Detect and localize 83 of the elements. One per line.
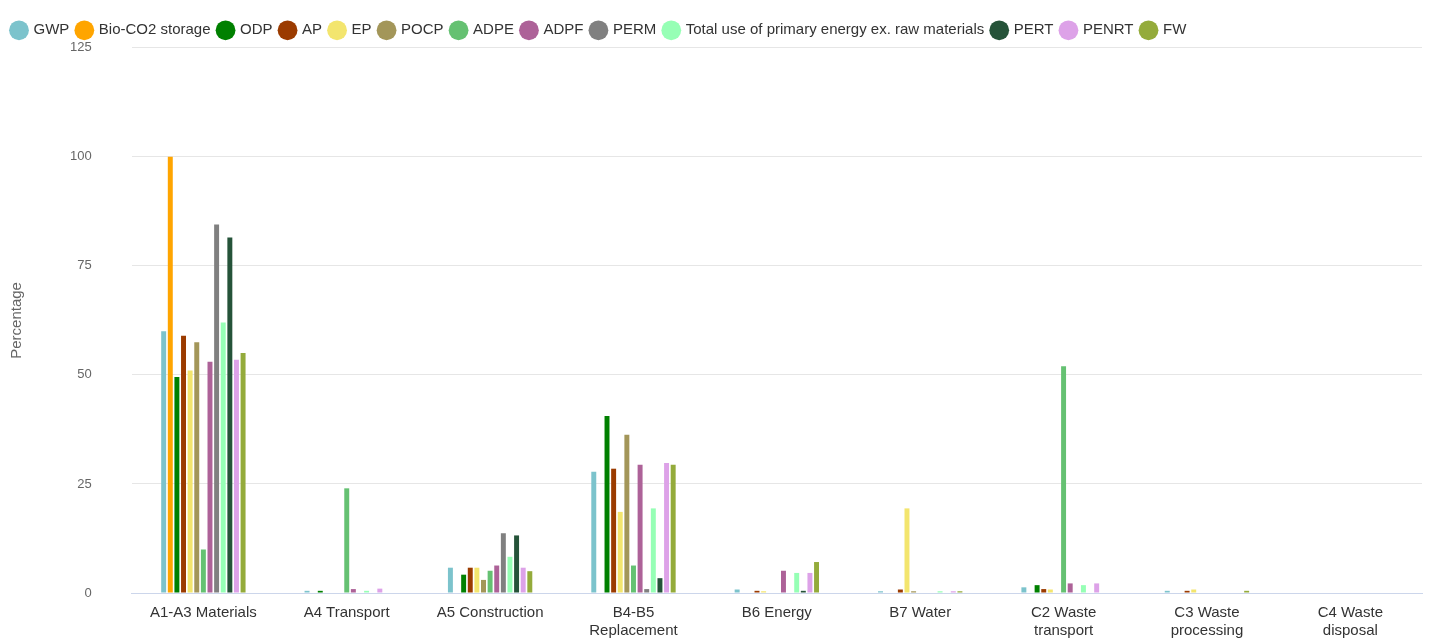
legend-label: PENRT bbox=[1082, 20, 1134, 38]
bar bbox=[461, 574, 467, 593]
bar bbox=[227, 237, 233, 593]
bar bbox=[644, 589, 650, 593]
bar bbox=[657, 578, 663, 593]
bar bbox=[174, 377, 180, 593]
bar bbox=[617, 511, 623, 593]
bar bbox=[233, 359, 239, 593]
bar bbox=[794, 572, 800, 593]
x-tick-label: A5 Construction bbox=[436, 603, 544, 621]
bar bbox=[494, 565, 500, 593]
legend-label: ADPF bbox=[543, 20, 584, 38]
bar bbox=[220, 322, 226, 593]
x-tick-label: A4 Transport bbox=[303, 603, 391, 621]
bar bbox=[467, 567, 473, 593]
legend-label: FW bbox=[1163, 20, 1188, 38]
x-tick-label: C4 Waste disposal bbox=[1317, 603, 1383, 639]
bar bbox=[1061, 366, 1067, 593]
bar bbox=[514, 535, 520, 593]
legend-label: ODP bbox=[240, 20, 273, 38]
bar bbox=[591, 471, 597, 593]
bar bbox=[350, 589, 356, 593]
y-tick-label: 50 bbox=[77, 366, 92, 382]
bar bbox=[664, 463, 670, 593]
legend-label: EP bbox=[351, 20, 372, 38]
bar bbox=[904, 508, 910, 593]
bar bbox=[1041, 589, 1047, 593]
y-tick-label: 25 bbox=[77, 475, 92, 491]
y-tick-label: 125 bbox=[69, 39, 92, 55]
bar bbox=[161, 331, 167, 593]
bar bbox=[194, 342, 200, 593]
bar bbox=[200, 549, 206, 593]
legend-label: Total use of primary energy ex. raw materials bbox=[685, 20, 985, 38]
bar bbox=[214, 224, 220, 593]
bar bbox=[474, 567, 480, 593]
bar bbox=[527, 571, 533, 593]
bar bbox=[187, 370, 193, 593]
bar bbox=[500, 533, 506, 593]
bar bbox=[520, 567, 526, 593]
legend-label: PERM bbox=[612, 20, 657, 38]
bar bbox=[1034, 585, 1040, 593]
bar bbox=[487, 570, 493, 593]
legend-label: PERT bbox=[1013, 20, 1054, 38]
bar bbox=[1047, 589, 1053, 593]
x-tick-label: B7 Water bbox=[889, 603, 952, 621]
legend-label: GWP bbox=[33, 20, 70, 38]
bar bbox=[624, 434, 630, 593]
bar bbox=[807, 572, 813, 593]
bar bbox=[344, 488, 350, 593]
legend-label: POCP bbox=[401, 20, 444, 38]
bar bbox=[181, 335, 186, 593]
bar bbox=[814, 562, 820, 593]
bar bbox=[1021, 587, 1027, 593]
x-tick-label: C3 Waste processing bbox=[1170, 603, 1244, 639]
bar bbox=[1094, 583, 1100, 593]
legend-label: ADPE bbox=[473, 20, 514, 38]
x-tick-label: C2 Waste transport bbox=[1030, 603, 1097, 639]
bar bbox=[167, 156, 173, 593]
bar bbox=[481, 579, 486, 593]
bar bbox=[897, 589, 903, 593]
bar bbox=[611, 468, 617, 593]
bar bbox=[1080, 585, 1086, 593]
bar bbox=[637, 464, 643, 593]
y-tick-label: 100 bbox=[69, 148, 92, 164]
bar bbox=[507, 556, 513, 593]
bar bbox=[650, 508, 656, 593]
legend-label: AP bbox=[302, 20, 323, 38]
bar bbox=[780, 570, 786, 593]
bar bbox=[631, 565, 636, 593]
x-tick-label: A1-A3 Materials bbox=[150, 603, 257, 621]
legend-label: Bio-CO2 storage bbox=[98, 20, 211, 38]
y-tick-label: 75 bbox=[77, 257, 92, 273]
x-tick-label: B4-B5 Replacement bbox=[589, 603, 679, 639]
bar bbox=[447, 567, 453, 593]
bar bbox=[670, 464, 676, 593]
bar bbox=[1067, 583, 1073, 593]
y-axis-title: Percentage bbox=[7, 282, 25, 359]
bar bbox=[1191, 589, 1197, 593]
x-tick-label: B6 Energy bbox=[741, 603, 813, 621]
bar bbox=[377, 588, 383, 593]
bar bbox=[240, 353, 246, 593]
bar bbox=[734, 589, 740, 593]
y-tick-label: 0 bbox=[84, 584, 92, 600]
